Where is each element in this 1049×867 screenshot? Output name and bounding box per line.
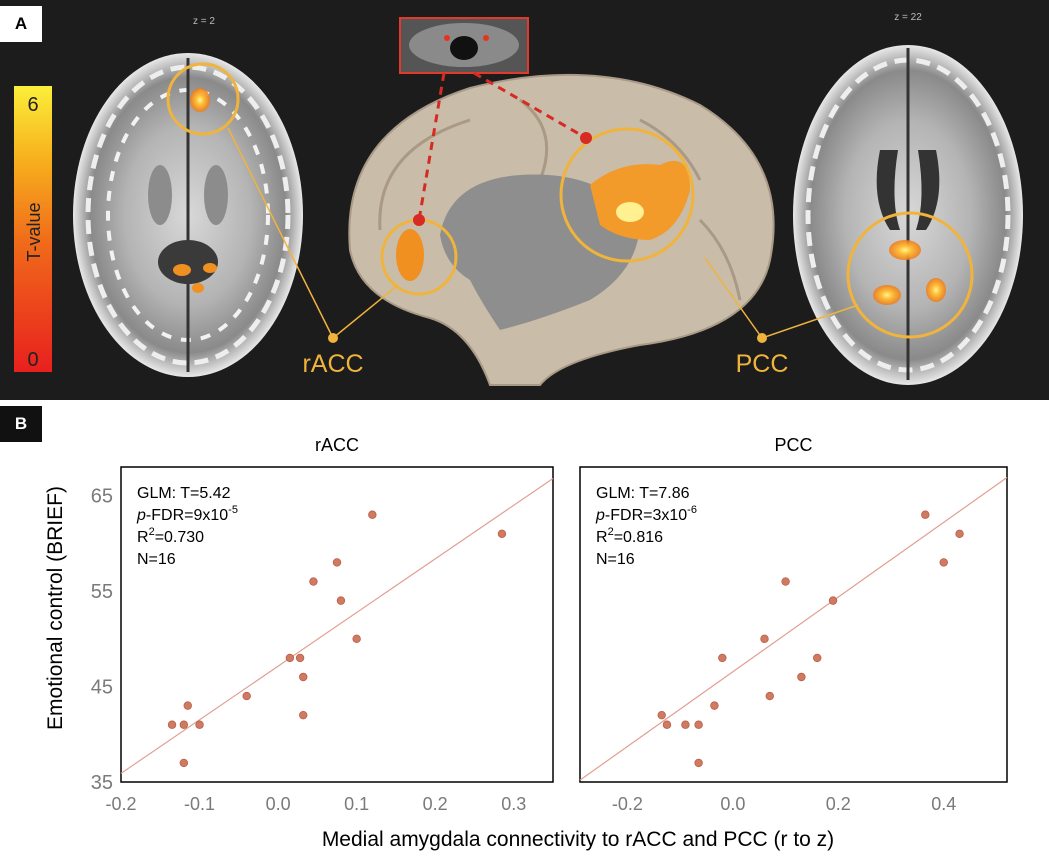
y-tick-label: 65 [91, 486, 113, 508]
roi-circle-left-axial [166, 62, 240, 136]
stat-n: N=16 [137, 551, 176, 568]
data-point [662, 720, 672, 729]
data-point [183, 701, 192, 710]
data-point [332, 558, 342, 567]
slice-label-left: z = 2 [193, 16, 215, 27]
data-point [694, 720, 703, 729]
x-tick-label: 0.2 [826, 794, 851, 814]
data-point [781, 577, 790, 586]
plot-title: PCC [774, 435, 812, 455]
region-label-racc: rACC [302, 350, 363, 378]
panel-a-brain-figure: 6 0 T-value z = 2 [0, 0, 1049, 400]
data-point [179, 720, 189, 729]
stat-r2: R2=0.730 [137, 526, 204, 546]
x-tick-label: 0.4 [931, 794, 956, 814]
stat-r2: R2=0.816 [596, 526, 663, 546]
colorbar [14, 86, 52, 372]
slice-label-right: z = 22 [894, 12, 922, 23]
x-tick-label: -0.2 [612, 794, 643, 814]
data-point [710, 701, 719, 710]
data-point [797, 672, 806, 682]
roi-circle-pcc-surface [559, 127, 695, 263]
x-axis-label: Medial amygdala connectivity to rACC and… [322, 828, 834, 851]
x-tick-label: 0.0 [720, 794, 745, 814]
data-point [828, 596, 838, 605]
data-point [497, 529, 507, 539]
x-tick-label: -0.2 [105, 794, 136, 814]
colorbar-max: 6 [27, 94, 38, 116]
y-tick-label: 55 [91, 581, 113, 603]
data-point [299, 672, 308, 682]
data-point [765, 691, 774, 701]
data-point [813, 653, 822, 663]
stat-glm: GLM: T=7.86 [596, 485, 690, 502]
data-point [939, 558, 948, 567]
fit-line [579, 477, 1008, 781]
region-label-pcc: PCC [736, 350, 789, 378]
axial-slice-left [73, 53, 303, 377]
scatter-plot-pcc: PCC -0.2 0.0 0.2 0.4 GLM: T=7.86 p-FDR=3x10-6R… [579, 435, 1008, 814]
roi-circle-right-axial [846, 211, 974, 339]
x-tick-label: -0.1 [184, 794, 215, 814]
data-point [299, 710, 308, 720]
stat-n: N=16 [596, 551, 635, 568]
data-point [368, 510, 377, 519]
y-tick-label: 45 [91, 677, 113, 699]
x-tick-label: 0.0 [266, 794, 291, 814]
stat-pfdr: p-FDR=3x10-6 [595, 504, 697, 524]
data-point [295, 653, 305, 663]
colorbar-title: T-value [24, 202, 44, 261]
data-point [921, 510, 930, 519]
data-point [336, 596, 346, 605]
data-point [955, 529, 964, 539]
data-point [694, 758, 703, 768]
data-point [352, 634, 361, 644]
stat-glm: GLM: T=5.42 [137, 485, 231, 502]
axial-slice-right [793, 45, 1023, 385]
plot-title: rACC [315, 435, 359, 455]
plot-frame [120, 466, 554, 783]
x-tick-label: 0.3 [501, 794, 526, 814]
colorbar-min: 0 [27, 349, 38, 371]
fit-line [120, 477, 554, 774]
data-point [195, 720, 204, 729]
data-point [309, 577, 318, 586]
medial-surface [348, 73, 775, 386]
data-point [760, 634, 769, 644]
data-point [657, 710, 666, 720]
y-axis-label: Emotional control (BRIEF) [44, 486, 67, 730]
brain-illustration: 6 0 T-value z = 2 [14, 12, 1023, 386]
data-point [179, 758, 189, 768]
panel-label-a: A [0, 6, 42, 42]
data-point [167, 720, 177, 729]
panel-b-scatterplots: Emotional control (BRIEF) Medial amygdal… [44, 435, 1008, 851]
stat-pfdr: p-FDR=9x10-5 [136, 504, 238, 524]
x-tick-label: 0.2 [423, 794, 448, 814]
data-point [285, 653, 295, 663]
data-point [718, 653, 727, 663]
x-tick-label: 0.1 [344, 794, 369, 814]
y-tick-label: 35 [91, 772, 113, 794]
panel-label-b: B [0, 406, 42, 442]
data-point [242, 691, 251, 701]
data-point [681, 720, 690, 729]
scatter-plot-racc: rACC -0.2 -0.1 0.0 0.1 0.2 0.3 35 45 55 65 GLM: T=5… [91, 435, 554, 814]
